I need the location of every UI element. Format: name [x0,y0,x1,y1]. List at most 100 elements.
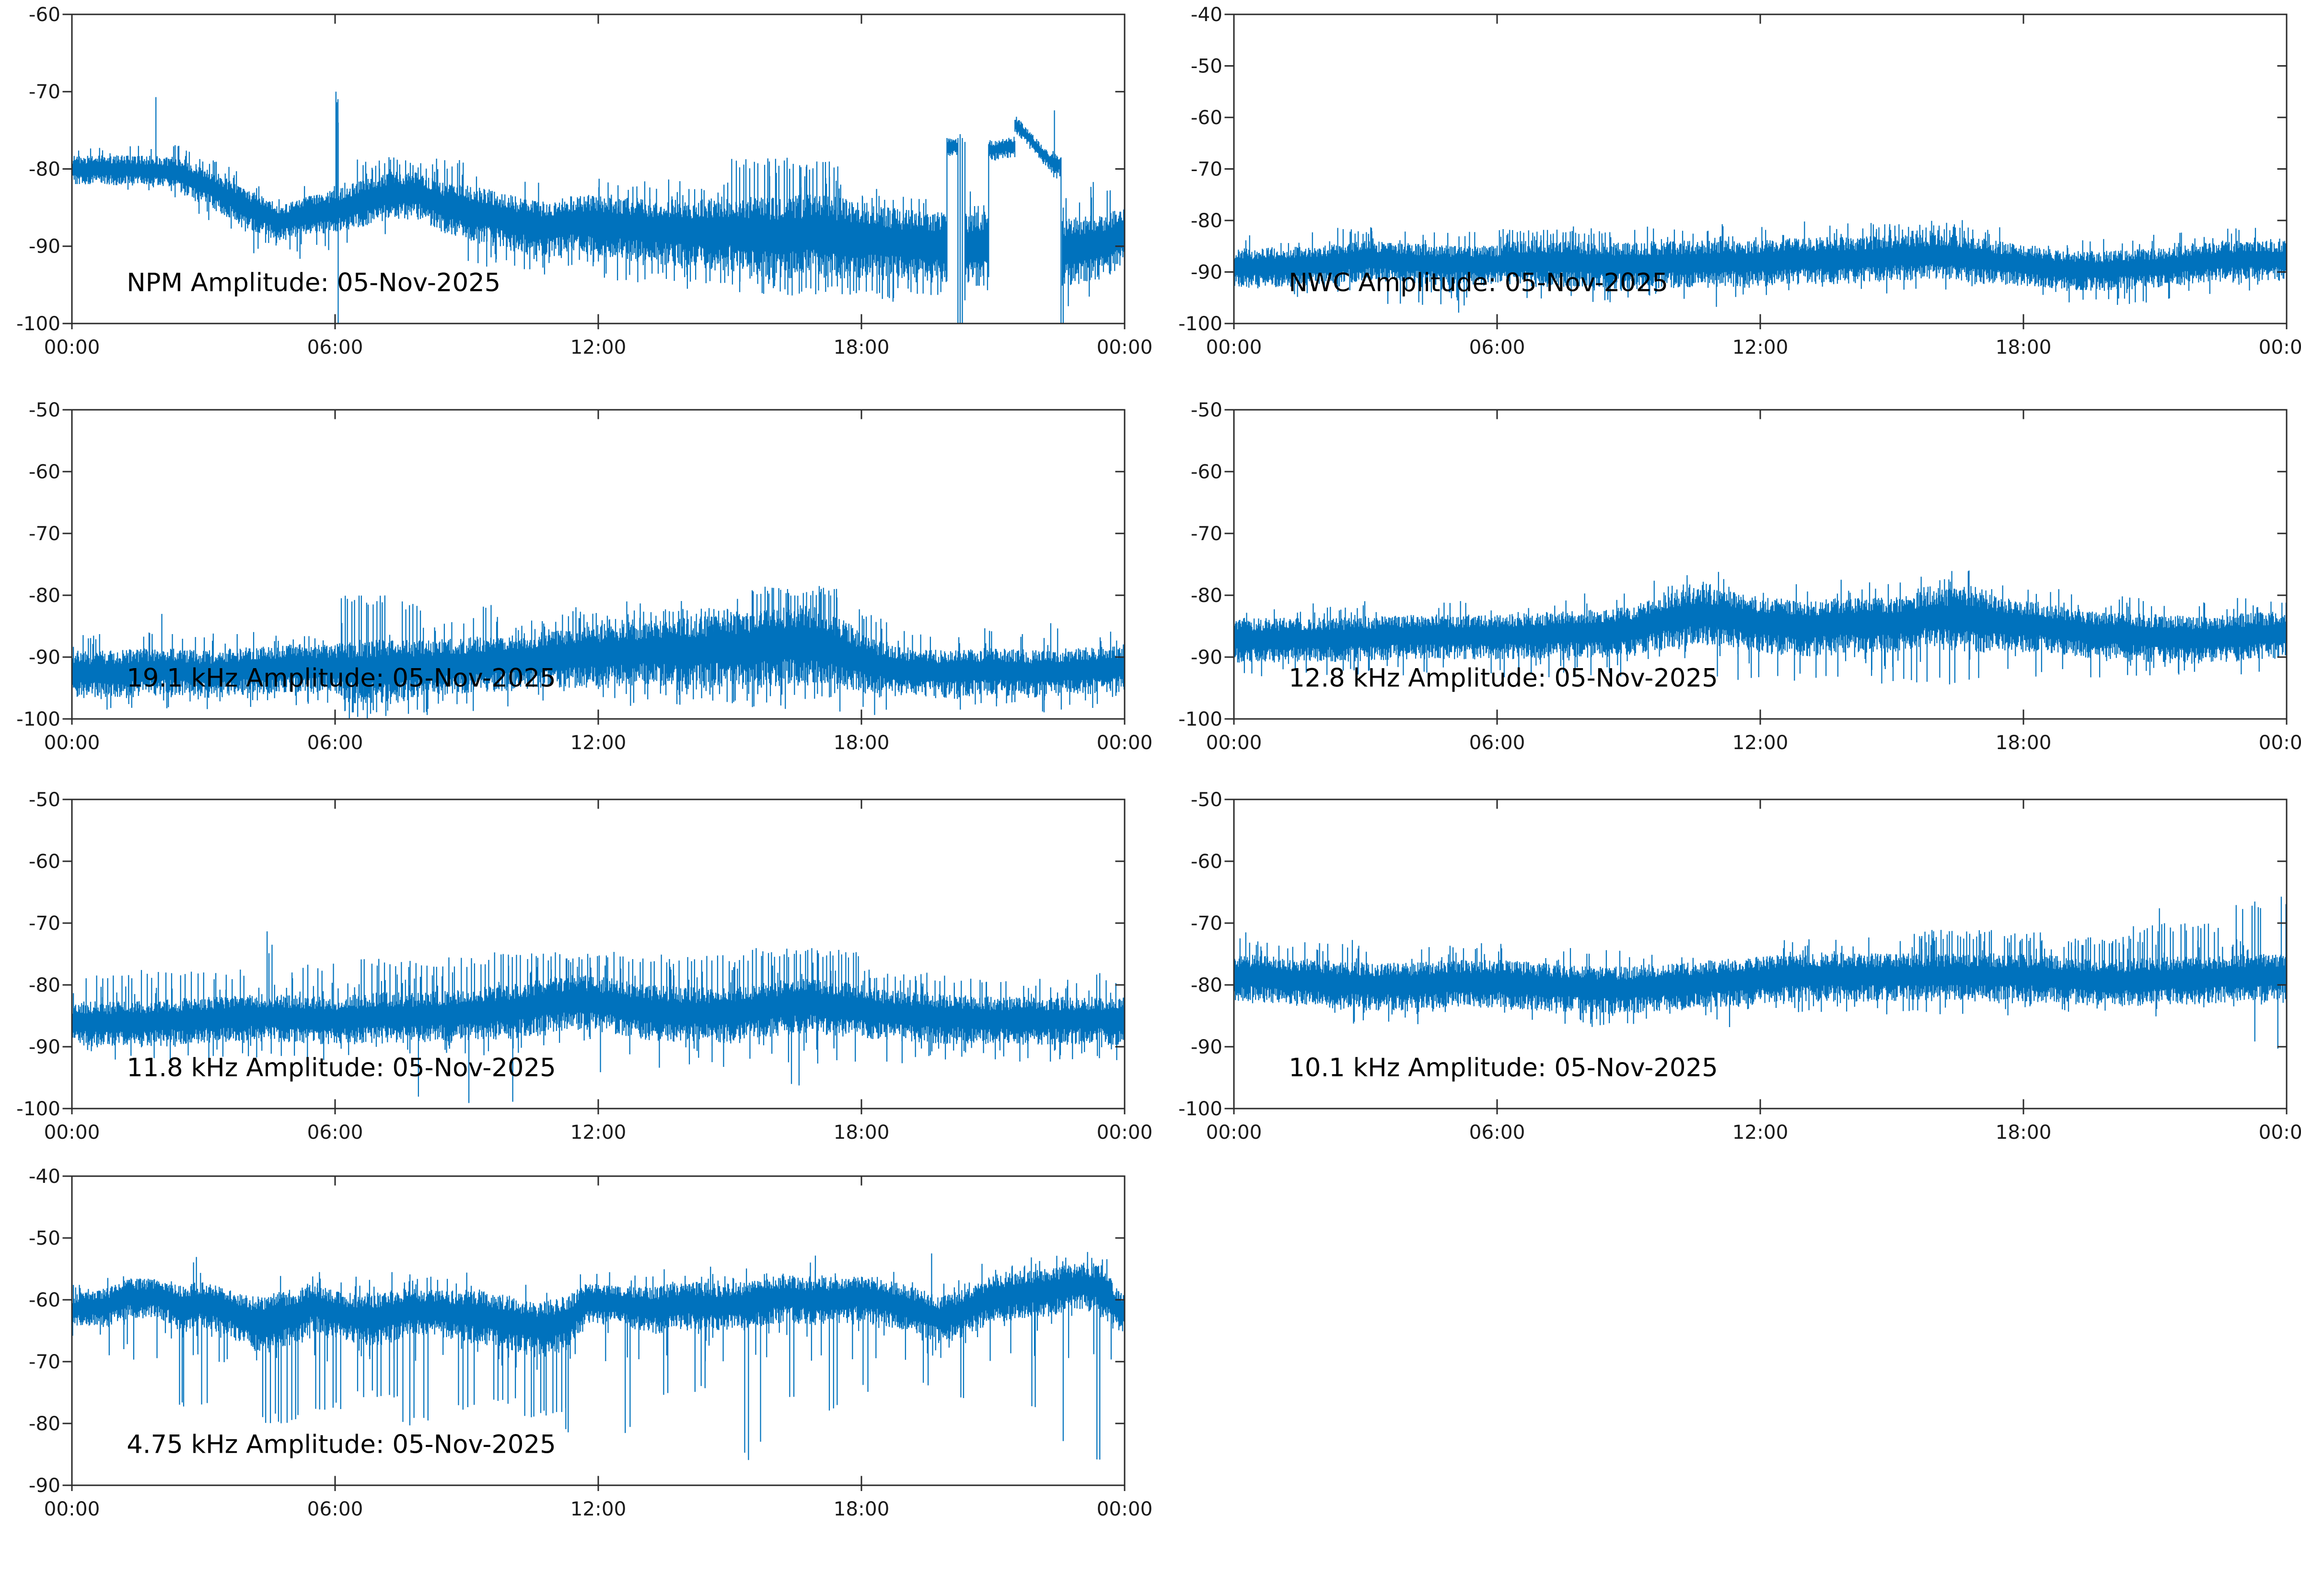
x-tick-label: 06:00 [307,1497,363,1520]
x-tick-label: 12:00 [1732,1121,1789,1144]
y-tick-label: -40 [29,1165,60,1188]
y-tick-label: -100 [16,707,60,730]
x-tick-label: 18:00 [834,1121,890,1144]
plot-title-label: NWC Amplitude: 05-Nov-2025 [1289,268,1668,297]
plot-title-label: 10.1 kHz Amplitude: 05-Nov-2025 [1289,1053,1718,1082]
plot-title-label: NPM Amplitude: 05-Nov-2025 [127,268,500,297]
plot-svg: 00:00 06:00 12:00 18:00 00:00-90-80-70-60-50… [29,1165,1153,1520]
axes-box: 00:0006:0012:0018:0000:00-100-90-80-70-6… [1178,788,2301,1144]
signal-trace [72,586,1125,719]
plot-12-8-khz-amplitude: 00:0006:0012:0018:0000:00-100-90-80-70-6… [1165,398,2301,830]
plot-title-label: 12.8 kHz Amplitude: 05-Nov-2025 [1289,663,1718,693]
signal-trace [72,931,1125,1103]
plot-svg: 00:0006:0012:0018:0000:00-100-90-80-70-6… [1178,398,2301,754]
plot-4-75-khz-amplitude: 00:00 06:00 12:00 18:00 00:00 -90 -80 -70 -60 -50… [3,1165,1153,1596]
y-tick-label: -90 [29,235,60,258]
x-tick-label: 00:00 [44,335,100,359]
x-tick-label: 06:00 [1469,1121,1525,1144]
y-tick-label: -90 [1191,646,1222,669]
y-tick-label: -90 [1191,260,1222,283]
y-tick-label: -80 [1191,584,1222,607]
plot-nwc-amplitude: 00:0006:0012:0018:0000:00-100-90-80-70-6… [1165,3,2301,434]
y-tick-label: -50 [29,1226,60,1249]
y-tick-label: -50 [1191,788,1222,811]
y-tick-label: -60 [29,1288,60,1311]
x-tick-label: 12:00 [570,335,627,359]
x-tick-label: 00:00 [1206,731,1262,754]
x-tick-label: 00:00 [44,731,100,754]
y-tick-label: -60 [29,850,60,873]
plot-npm-amplitude: 00:00 06:00 12:00 18:00 00:00 -100 -90 -80 -70 -6… [3,3,1153,434]
signal-trace [1234,570,2287,684]
plot-19-1-khz-amplitude: 00:00 06:00 12:00 18:00 00:00 -100 -90 -80 -70 -6… [3,398,1153,830]
plot-10-1-khz-amplitude: 00:0006:0012:0018:0000:00-100-90-80-70-6… [1165,788,2301,1219]
x-tick-label: 00:00 [2259,731,2301,754]
plot-svg: 00:0006:0012:0018:0000:00-100-90-80-70-6… [1178,788,2301,1144]
axes-box: 00:00 06:00 12:00 18:00 00:00-90-80-70-60-50… [29,1165,1153,1520]
x-tick-label: 06:00 [307,731,363,754]
y-tick-label: -50 [1191,398,1222,421]
x-tick-label: 00:00 [2259,335,2301,359]
x-tick-label: 12:00 [1732,335,1789,359]
axes-box: 00:0006:0012:0018:0000:00-100-90-80-70-6… [1178,3,2301,359]
x-tick-label: 12:00 [570,731,627,754]
x-tick-label: 00:00 [1097,335,1153,359]
y-tick-label: -60 [29,460,60,483]
plot-title-label: 4.75 kHz Amplitude: 05-Nov-2025 [127,1430,556,1459]
x-tick-label: 00:00 [44,1497,100,1520]
x-tick-label: 00:00 [1206,1121,1262,1144]
y-tick-label: -100 [1178,312,1222,335]
x-tick-label: 18:00 [834,731,890,754]
y-tick-label: -70 [29,80,60,103]
plot-svg: 00:0006:0012:0018:0000:00-100-90-80-70-6… [1178,3,2301,359]
y-tick-label: -70 [1191,522,1222,545]
x-tick-label: 00:00 [1206,335,1262,359]
x-tick-label: 00:00 [1097,731,1153,754]
x-tick-label: 00:00 [44,1121,100,1144]
x-tick-label: 06:00 [307,1121,363,1144]
signal-trace [1234,220,2287,313]
y-tick-label: -50 [29,788,60,811]
x-tick-label: 12:00 [570,1121,627,1144]
x-tick-label: 00:00 [1097,1497,1153,1520]
y-tick-label: -90 [29,1474,60,1497]
y-tick-label: -50 [29,398,60,421]
signal-trace [1234,896,2287,1049]
y-tick-label: -80 [29,973,60,996]
x-tick-label: 18:00 [1996,335,2052,359]
x-tick-label: 18:00 [1996,731,2052,754]
x-tick-label: 06:00 [1469,335,1525,359]
signal-trace [72,92,1125,324]
y-tick-label: -50 [1191,54,1222,77]
y-tick-label: -90 [1191,1035,1222,1058]
y-tick-label: -80 [1191,209,1222,232]
y-tick-label: -60 [1191,106,1222,129]
y-tick-label: -90 [29,1035,60,1058]
x-tick-label: 00:00 [2259,1121,2301,1144]
y-tick-label: -70 [1191,157,1222,180]
axes-box: 00:0006:0012:0018:0000:00-100-90-80-70-6… [1178,398,2301,754]
y-tick-label: -70 [1191,912,1222,935]
y-tick-label: -80 [29,584,60,607]
y-tick-label: -70 [29,912,60,935]
y-tick-label: -100 [1178,707,1222,730]
plot-11-8-khz-amplitude: 00:00 06:00 12:00 18:00 00:00 -100 -90 -80 -70 -6… [3,788,1153,1219]
y-tick-label: -80 [1191,973,1222,996]
x-tick-label: 06:00 [307,335,363,359]
y-tick-label: -100 [1178,1097,1222,1120]
y-tick-label: -90 [29,646,60,669]
y-tick-label: -40 [1191,3,1222,26]
x-tick-label: 12:00 [570,1497,627,1520]
x-tick-label: 00:00 [1097,1121,1153,1144]
signal-trace [72,1252,1125,1460]
x-tick-label: 12:00 [1732,731,1789,754]
y-tick-label: -80 [29,157,60,180]
plot-title-label: 11.8 kHz Amplitude: 05-Nov-2025 [127,1053,556,1082]
